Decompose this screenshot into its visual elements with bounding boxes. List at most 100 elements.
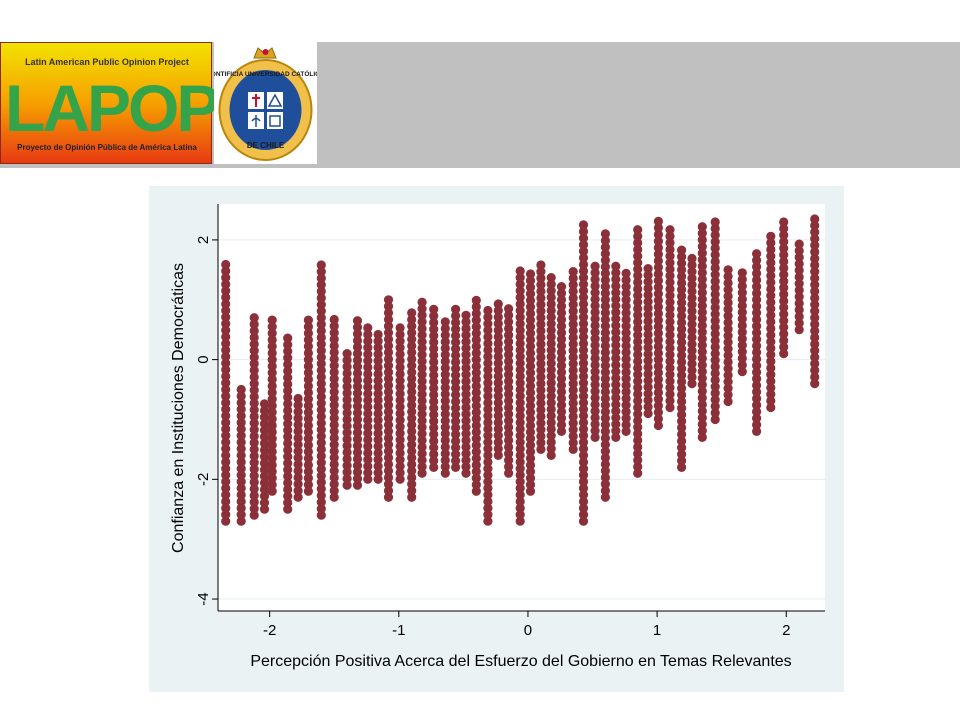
scatter-point [590,261,600,271]
scatter-point [471,302,481,312]
scatter-point [697,281,707,291]
scatter-point [710,237,720,247]
scatter-point [643,382,653,392]
scatter-point [633,416,643,426]
scatter-point [525,269,536,279]
scatter-point [483,384,493,395]
scatter-point [546,404,556,414]
scatter-point [536,411,546,422]
scatter-point [471,440,481,450]
scatter-point [568,339,578,349]
scatter-point [710,414,720,425]
scatter-point [267,335,277,345]
scatter-point [483,510,493,520]
scatter-point [461,389,471,399]
scatter-point [471,401,481,411]
scatter-point [697,301,707,311]
scatter-point [483,450,493,460]
scatter-point [303,368,313,378]
scatter-point [697,320,707,331]
scatter-point [697,399,707,410]
scatter-point [525,466,536,477]
scatter-point [504,317,514,327]
scatter-point [451,429,461,439]
scatter-point [493,299,503,309]
scatter-point [810,352,820,362]
scatter-point [677,350,687,360]
scatter-point [504,435,514,445]
scatter-point [723,331,733,341]
scatter-point [710,375,720,385]
scatter-point [810,300,820,310]
scatter-point [515,384,525,395]
scatter-point [546,352,556,362]
scatter-point [383,492,394,502]
scatter-point [766,238,776,248]
scatter-point [643,336,653,346]
scatter-point [461,442,471,452]
scatter-point [710,302,720,313]
scatter-point [779,270,789,280]
scatter-point [752,380,762,390]
scatter-point [653,216,663,226]
scatter-point [451,364,461,374]
scatter-point [697,347,707,357]
scatter-point [723,383,733,393]
scatter-point [633,317,643,327]
scatter-point [461,455,471,465]
scatter-point [723,377,733,387]
scatter-point [653,302,663,312]
scatter-point [249,490,259,501]
scatter-point [677,390,687,400]
scatter-point [600,288,610,298]
scatter-point [461,468,471,478]
lapop-logo: Latin American Public Opinion Project LA… [0,42,220,164]
scatter-point [697,314,707,324]
puc-lower-text: DE CHILE [247,141,285,150]
scatter-point [578,424,589,434]
scatter-point [515,273,525,283]
scatter-point [316,405,326,415]
scatter-point [515,365,525,375]
scatter-point [267,387,277,398]
scatter-point [259,452,270,462]
scatter-point [283,484,293,495]
scatter-point [633,376,643,386]
scatter-point [665,376,675,386]
scatter-point [687,260,697,270]
scatter-point [536,306,546,316]
scatter-point [611,406,621,416]
scatter-point [568,300,578,310]
scatter-point [342,368,352,378]
scatter-point [451,304,461,314]
scatter-point [568,379,578,389]
scatter-point [417,337,427,347]
scatter-point [363,402,373,412]
scatter-point [737,320,747,331]
scatter-point [471,453,481,463]
scatter-point [221,279,231,289]
scatter-point [383,387,394,397]
scatter-point [590,419,600,429]
scatter-point [536,379,546,389]
scatter-point [342,362,352,372]
scatter-point [710,256,720,267]
scatter-point [568,444,578,454]
scatter-point [653,276,663,286]
scatter-point [665,284,675,294]
scatter-point [429,344,439,354]
scatter-point [316,497,326,507]
scatter-point [578,464,589,474]
scatter-point [633,310,643,320]
scatter-point [710,388,720,398]
scatter-point [407,426,417,436]
scatter-point [407,459,417,469]
scatter-point [329,347,339,357]
scatter-point [303,460,313,470]
scatter-point [697,241,707,252]
scatter-point [471,414,481,424]
scatter-point [723,364,733,374]
scatter-point [590,307,600,317]
scatter-point [766,258,776,268]
scatter-point [363,329,373,340]
